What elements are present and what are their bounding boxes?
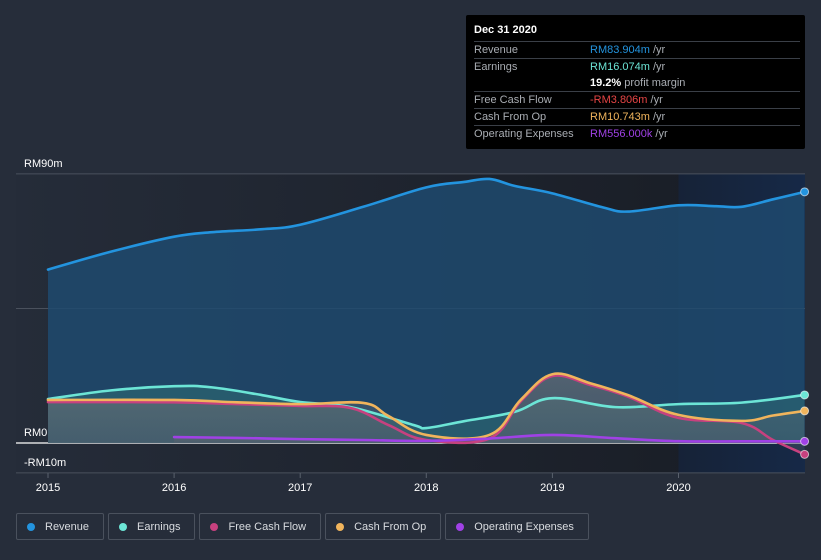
legend-item-revenue[interactable]: Revenue [16, 513, 105, 540]
cash-from-op-endpoint [800, 406, 810, 416]
tooltip-value-amount: -RM3.806m [590, 94, 648, 106]
revenue-area [48, 178, 805, 443]
tooltip-row: Cash From Op RM10.743m /yr [474, 108, 800, 125]
x-tick-label: 2020 [666, 482, 690, 494]
x-tick-label: 2019 [540, 482, 564, 494]
legend-dot-icon [336, 522, 345, 531]
tooltip-date: Dec 31 2020 [474, 24, 537, 36]
tooltip-row-value: RM16.074m /yr [590, 61, 665, 73]
tooltip-row: Revenue RM83.904m /yr [474, 41, 800, 58]
legend: Revenue Earnings Free Cash Flow Cash From O… [16, 513, 589, 540]
tooltip-row-label: Operating Expenses [474, 128, 574, 140]
tooltip-row-value: RM10.743m /yr [590, 111, 665, 123]
legend-label: Free Cash Flow [228, 520, 307, 533]
tooltip-row-label: Free Cash Flow [474, 94, 552, 106]
tooltip-value-unit: /yr [647, 94, 663, 106]
free-cash-flow-line [46, 374, 806, 456]
legend-label: Operating Expenses [474, 520, 574, 533]
legend-item-operating-expenses[interactable]: Operating Expenses [445, 513, 589, 540]
x-tick-label: 2016 [162, 482, 186, 494]
tooltip-row: Free Cash Flow -RM3.806m /yr [474, 91, 800, 108]
tooltip-row: Operating Expenses RM556.000k /yr [474, 125, 800, 142]
tooltip-value-unit: profit margin [621, 77, 686, 89]
revenue-line [46, 177, 806, 271]
tooltip-value-unit: /yr [649, 44, 666, 56]
y-tick-label: RM90m [24, 158, 63, 170]
legend-item-free-cash-flow[interactable]: Free Cash Flow [199, 513, 322, 540]
tooltip-row-value: -RM3.806m /yr [590, 94, 663, 106]
operating-expenses-endpoint [800, 436, 810, 446]
tooltip-value-unit: /yr [652, 128, 668, 140]
legend-dot-icon [456, 522, 465, 531]
earnings-line [46, 384, 806, 430]
x-tick-label: 2018 [414, 482, 438, 494]
legend-label: Revenue [45, 520, 90, 533]
tooltip: Dec 31 2020 Revenue RM83.904m /yr Earnings… [466, 15, 805, 149]
tooltip-value-amount: RM10.743m [590, 111, 650, 123]
tooltip-row-value: 19.2% profit margin [590, 77, 685, 89]
tooltip-value-amount: RM16.074m [590, 61, 650, 73]
revenue-endpoint [800, 187, 810, 197]
tooltip-row: 19.2% profit margin [474, 75, 800, 91]
tooltip-row-value: RM556.000k /yr [590, 128, 668, 140]
tooltip-value-amount: 19.2% [590, 77, 622, 89]
chart: RM90m RM0 -RM10m 2015 2016 2017 2018 2019 2020 [16, 158, 810, 494]
x-tick-label: 2017 [288, 482, 312, 494]
tooltip-value-unit: /yr [649, 111, 666, 123]
tooltip-row: Earnings RM16.074m /yr [474, 58, 800, 75]
operating-expenses-line [172, 433, 806, 443]
y-tick-label: -RM10m [24, 457, 66, 469]
free-cash-flow-endpoint [800, 449, 810, 459]
legend-label: Cash From Op [354, 520, 427, 533]
legend-item-earnings[interactable]: Earnings [108, 513, 196, 540]
tooltip-value-amount: RM556.000k [590, 128, 653, 140]
legend-item-cash-from-op[interactable]: Cash From Op [325, 513, 442, 540]
cash-from-op-line [46, 372, 806, 440]
tooltip-row-value: RM83.904m /yr [590, 44, 665, 56]
y-tick-label: RM0 [24, 427, 47, 439]
legend-dot-icon [119, 522, 128, 531]
tooltip-value-amount: RM83.904m [590, 44, 650, 56]
tooltip-row-label: Earnings [474, 61, 518, 73]
tooltip-row-label: Cash From Op [474, 111, 547, 123]
legend-label: Earnings [137, 520, 181, 533]
legend-dot-icon [210, 522, 219, 531]
tooltip-row-label: Revenue [474, 44, 519, 56]
tooltip-value-unit: /yr [649, 61, 666, 73]
earnings-endpoint [800, 390, 810, 400]
x-tick-label: 2015 [36, 482, 60, 494]
legend-dot-icon [27, 522, 35, 531]
